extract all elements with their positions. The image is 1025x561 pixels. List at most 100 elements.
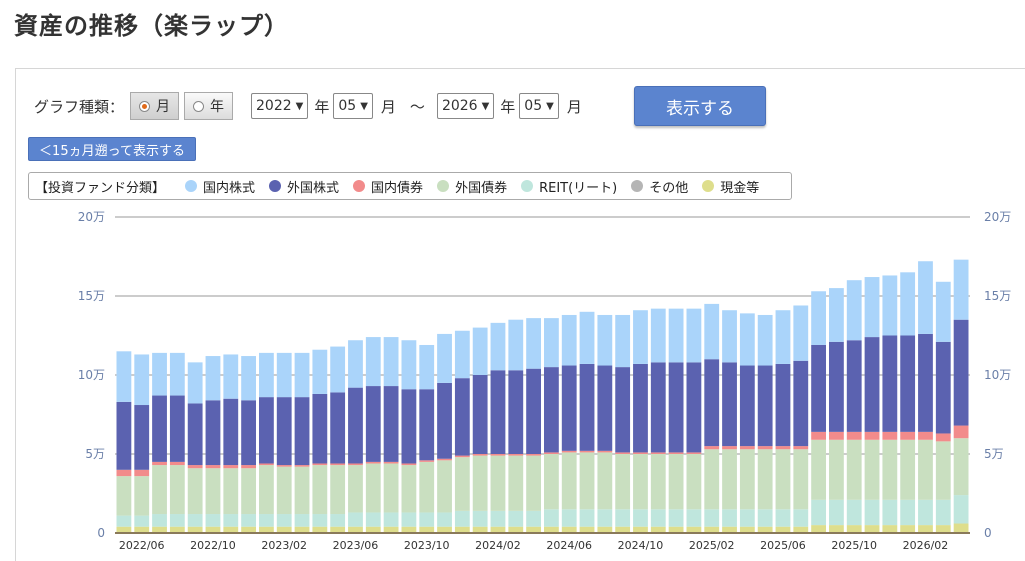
bar-segment [722, 310, 737, 363]
radio-month[interactable]: 月 [130, 92, 180, 120]
bar-segment [312, 349, 328, 394]
bar-segment [134, 405, 150, 470]
bar-segment [348, 512, 363, 527]
bar-segment [597, 450, 613, 453]
bar-segment [668, 526, 684, 533]
bar-segment [704, 509, 720, 527]
bar-segment [704, 449, 720, 510]
bar-segment [152, 514, 167, 527]
from-month-select[interactable]: 05 ▼ [333, 93, 373, 119]
bar-segment [615, 509, 631, 527]
bar-segment [579, 363, 595, 451]
bar-segment [900, 525, 916, 533]
bar-segment [134, 469, 150, 477]
bar-segment [276, 526, 292, 533]
bar-segment [116, 469, 132, 477]
legend-swatch [437, 180, 450, 192]
bar-segment [490, 526, 506, 533]
bar-segment [490, 370, 506, 454]
bar-segment [241, 356, 256, 401]
radio-year-label: 年 [210, 99, 225, 115]
bar-segment [953, 495, 969, 524]
bar-segment [793, 449, 809, 510]
legend-label: 国内株式 [203, 180, 256, 196]
bar-segment [953, 523, 969, 533]
bar-segment [918, 431, 933, 440]
bar-segment [739, 313, 755, 366]
from-year-select[interactable]: 2022 ▼ [251, 93, 309, 119]
legend-label: 外国債券 [455, 180, 508, 196]
bar-segment [775, 449, 791, 510]
legend-label: その他 [649, 180, 689, 196]
bar-segment [419, 461, 435, 513]
bar-segment [401, 389, 417, 464]
bar-segment [472, 510, 488, 527]
legend-swatch [185, 180, 198, 192]
bar-segment [419, 526, 435, 533]
to-month-select[interactable]: 05 ▼ [519, 93, 559, 119]
bar-segment [686, 526, 702, 533]
bar-segment [686, 452, 702, 454]
bar-segment [686, 362, 702, 453]
y-tick-label-right: 15万 [984, 289, 1011, 303]
bar-segment [597, 509, 613, 527]
bar-segment [205, 356, 221, 401]
legend-swatch [702, 180, 715, 192]
bar-segment [829, 439, 844, 500]
x-tick-label: 2026/02 [903, 539, 949, 552]
bar-segment [330, 392, 346, 464]
bar-segment [633, 526, 648, 533]
to-year-select[interactable]: 2026 ▼ [436, 93, 495, 119]
bar-segment [187, 514, 203, 527]
bar-segment [846, 280, 862, 341]
bar-segment [668, 454, 684, 510]
legend-items: 国内株式 外国株式 国内債券 外国債券 REIT(リート) その他 現金等 [185, 177, 773, 196]
bar-segment [953, 319, 969, 426]
bar-segment [508, 319, 524, 371]
bar-segment [454, 455, 470, 458]
bar-segment [686, 509, 702, 527]
bar-segment [900, 431, 916, 440]
bar-segment [365, 337, 381, 387]
bar-segment [775, 310, 791, 364]
bar-segment [472, 375, 488, 454]
show-button[interactable]: 表示する [634, 86, 766, 126]
bar-segment [561, 365, 577, 451]
legend-swatch [353, 180, 366, 192]
bar-segment [793, 305, 809, 361]
legend-swatch [521, 180, 534, 192]
bar-segment [739, 449, 755, 510]
bar-segment [935, 441, 951, 500]
bar-segment [383, 386, 399, 462]
bar-segment [472, 526, 488, 533]
bar-segment [864, 439, 880, 500]
bar-segment [829, 525, 844, 533]
bar-segment [739, 365, 755, 447]
bar-segment [739, 446, 755, 450]
bar-segment [561, 509, 577, 527]
bar-segment [544, 367, 559, 453]
bar-segment [722, 509, 737, 527]
bar-segment [775, 446, 791, 450]
bar-segment [187, 362, 203, 404]
bar-segment [365, 512, 381, 527]
legend-item: 国内債券 [353, 177, 423, 196]
legend-swatch [631, 180, 644, 192]
bar-segment [348, 387, 363, 464]
bar-segment [668, 362, 684, 453]
bar-segment [722, 449, 737, 510]
bar-segment [259, 514, 274, 527]
legend-label: 国内債券 [371, 180, 424, 196]
bar-segment [882, 439, 898, 500]
bar-segment [116, 351, 132, 402]
bar-segment [615, 526, 631, 533]
range-tilde: ～ [409, 97, 425, 116]
bar-segment [579, 526, 595, 533]
bar-segment [383, 337, 399, 387]
back-15-months-button[interactable]: ＜15ヵ月遡って表示する [28, 137, 196, 161]
bar-segment [722, 526, 737, 533]
bar-segment [935, 341, 951, 434]
radio-year[interactable]: 年 [184, 92, 234, 120]
bar-segment [739, 526, 755, 533]
x-tick-label: 2022/06 [119, 539, 165, 552]
